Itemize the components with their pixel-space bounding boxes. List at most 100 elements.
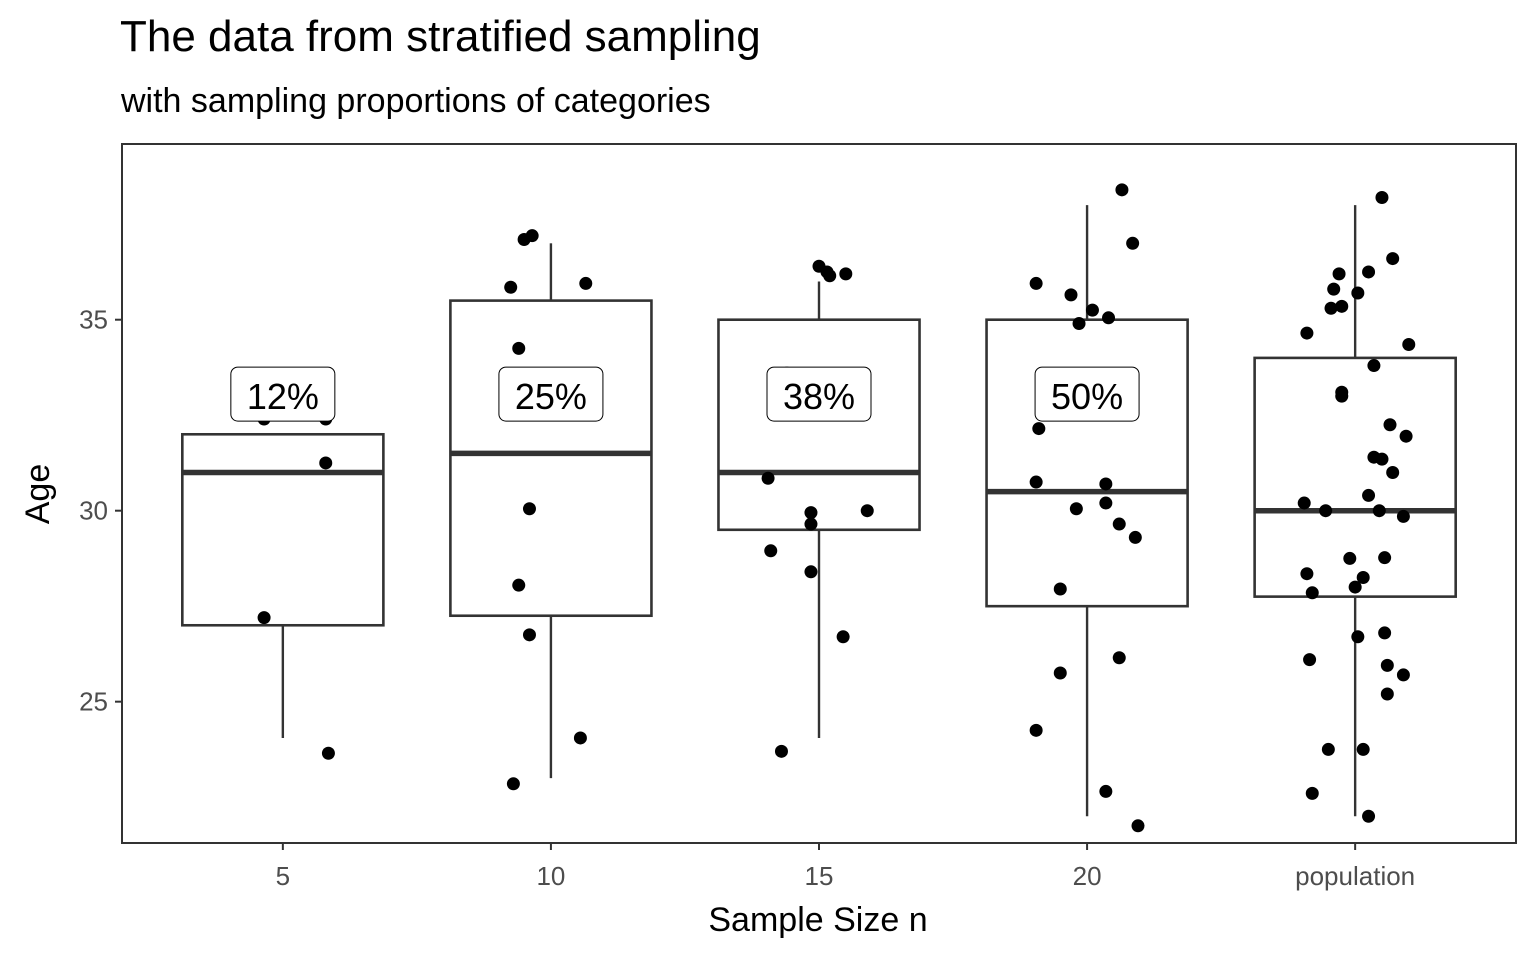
label-box — [766, 366, 872, 422]
box-20 — [985, 205, 1189, 817]
label-box — [498, 366, 604, 422]
data-point — [860, 504, 874, 518]
data-point — [1378, 551, 1392, 565]
data-point — [522, 502, 536, 516]
data-point — [1383, 418, 1397, 432]
proportion-label-text: 12% — [247, 376, 319, 417]
data-point — [1375, 452, 1389, 466]
data-point — [579, 276, 593, 290]
data-point — [1380, 687, 1394, 701]
data-point — [1112, 517, 1126, 531]
data-point — [1069, 502, 1083, 516]
data-point — [1032, 422, 1046, 436]
chart-title: The data from stratified sampling — [120, 12, 761, 61]
data-point — [836, 630, 850, 644]
data-point — [1115, 183, 1129, 197]
data-point — [1112, 651, 1126, 665]
data-point — [1305, 586, 1319, 600]
data-point — [1351, 286, 1365, 300]
data-point — [1297, 496, 1311, 510]
label-box — [230, 366, 336, 422]
data-point — [1072, 317, 1086, 331]
data-point — [1029, 276, 1043, 290]
proportion-label-text: 38% — [783, 376, 855, 417]
data-point — [804, 506, 818, 520]
y-axis: 25 30 35 — [79, 305, 122, 717]
data-point — [1053, 666, 1067, 680]
data-point — [823, 269, 837, 283]
data-point — [1327, 282, 1341, 296]
data-point — [1372, 504, 1386, 518]
data-point — [1335, 385, 1349, 399]
data-point — [1099, 784, 1113, 798]
data-point — [1300, 567, 1314, 581]
data-point — [774, 744, 788, 758]
data-point — [512, 578, 526, 592]
label-box — [1034, 366, 1140, 422]
data-point — [1362, 809, 1376, 823]
x-tick-label: 15 — [805, 861, 834, 891]
data-point — [1335, 299, 1349, 313]
data-point — [764, 544, 778, 558]
chart-subtitle: with sampling proportions of categories — [121, 82, 711, 120]
data-point — [1053, 582, 1067, 596]
data-point — [1356, 742, 1370, 756]
data-point — [1102, 311, 1116, 325]
proportion-label-20: 50% — [1034, 366, 1140, 422]
data-point — [517, 232, 531, 246]
data-point — [1099, 477, 1113, 491]
data-point — [506, 777, 520, 791]
x-axis-title: Sample Size n — [708, 901, 927, 939]
x-axis: 5 10 15 20 population — [276, 843, 1415, 891]
proportion-label-5: 12% — [230, 366, 336, 422]
proportion-label-10: 25% — [498, 366, 604, 422]
data-point — [573, 731, 587, 745]
data-point — [1324, 301, 1338, 315]
data-point — [1128, 530, 1142, 544]
data-point — [1305, 786, 1319, 800]
data-point — [1362, 488, 1376, 502]
x-tick-label: 5 — [276, 861, 290, 891]
data-point — [1378, 626, 1392, 640]
data-point — [1402, 338, 1416, 352]
box-5 — [181, 432, 385, 738]
y-tick-label: 35 — [79, 305, 108, 335]
data-point — [1126, 236, 1140, 250]
proportion-label-15: 38% — [766, 366, 872, 422]
x-tick-label: 20 — [1073, 861, 1102, 891]
data-point — [804, 517, 818, 531]
data-point — [1131, 819, 1145, 833]
data-point — [1351, 630, 1365, 644]
data-point — [1300, 326, 1314, 340]
data-point — [1099, 496, 1113, 510]
box-iqr — [717, 318, 921, 532]
x-tick-label: population — [1295, 861, 1415, 891]
data-point — [257, 611, 271, 625]
data-point — [1029, 475, 1043, 489]
data-point — [321, 746, 335, 760]
data-point — [1399, 429, 1413, 443]
y-tick-label: 25 — [79, 687, 108, 717]
data-point — [1367, 359, 1381, 373]
annotations-layer: 12% 25% 38% 50% — [230, 366, 1140, 422]
data-point — [1396, 509, 1410, 523]
data-point — [1343, 551, 1357, 565]
data-point — [504, 280, 518, 294]
data-point — [1319, 504, 1333, 518]
points-layer — [257, 183, 1416, 833]
data-point — [1348, 580, 1362, 594]
data-point — [319, 456, 333, 470]
data-point — [804, 565, 818, 579]
box-10 — [449, 243, 653, 779]
data-point — [1332, 267, 1346, 281]
y-tick-label: 30 — [79, 496, 108, 526]
data-point — [1321, 742, 1335, 756]
y-axis-title: Age — [19, 464, 57, 525]
data-point — [522, 628, 536, 642]
data-point — [1064, 288, 1078, 302]
data-point — [1303, 653, 1317, 667]
data-point — [1380, 658, 1394, 672]
data-point — [761, 471, 775, 485]
data-point — [1085, 303, 1099, 317]
